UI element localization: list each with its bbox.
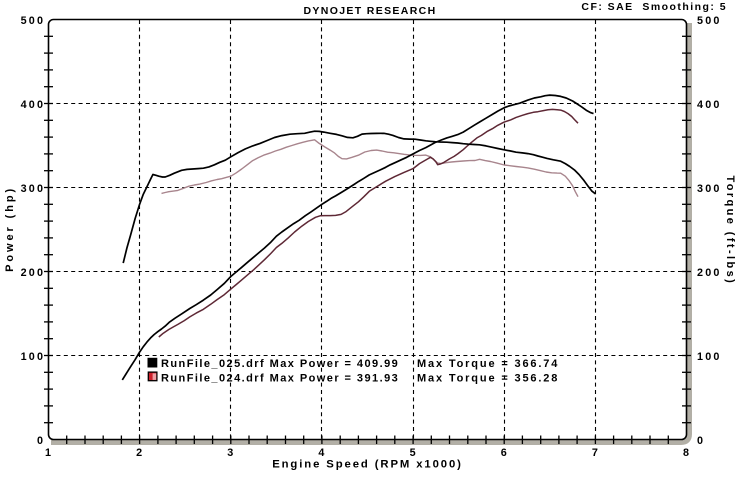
svg-text:DYNOJET RESEARCH: DYNOJET RESEARCH — [303, 5, 436, 17]
svg-text:RunFile_024.drf Max Power = 39: RunFile_024.drf Max Power = 391.93 — [161, 373, 399, 385]
svg-text:Torque (ft-lbs): Torque (ft-lbs) — [724, 175, 735, 285]
svg-text:Max Torque = 356.28: Max Torque = 356.28 — [417, 373, 559, 385]
svg-text:200: 200 — [697, 267, 722, 279]
svg-text:6: 6 — [501, 447, 509, 459]
svg-text:0: 0 — [37, 435, 45, 447]
svg-text:400: 400 — [697, 99, 722, 111]
svg-text:4: 4 — [318, 447, 326, 459]
svg-text:7: 7 — [592, 447, 600, 459]
svg-text:Max Torque = 366.74: Max Torque = 366.74 — [417, 358, 559, 370]
svg-text:2: 2 — [136, 447, 144, 459]
svg-text:300: 300 — [697, 183, 722, 195]
svg-text:3: 3 — [227, 447, 235, 459]
svg-text:Engine Speed (RPM x1000): Engine Speed (RPM x1000) — [272, 458, 463, 470]
svg-text:0: 0 — [697, 435, 705, 447]
svg-text:8: 8 — [683, 447, 691, 459]
svg-text:100: 100 — [697, 351, 722, 363]
svg-text:100: 100 — [21, 351, 46, 363]
svg-text:Power (hp): Power (hp) — [4, 186, 16, 272]
svg-text:300: 300 — [21, 183, 46, 195]
svg-text:5: 5 — [410, 447, 418, 459]
svg-text:200: 200 — [21, 267, 46, 279]
svg-text:1: 1 — [45, 447, 53, 459]
svg-text:400: 400 — [21, 99, 46, 111]
svg-text:500: 500 — [21, 15, 46, 27]
svg-text:500: 500 — [697, 15, 722, 27]
svg-text:RunFile_025.drf Max Power = 40: RunFile_025.drf Max Power = 409.99 — [161, 358, 399, 370]
svg-text:CF: SAE Smoothing: 5: CF: SAE Smoothing: 5 — [581, 1, 727, 13]
